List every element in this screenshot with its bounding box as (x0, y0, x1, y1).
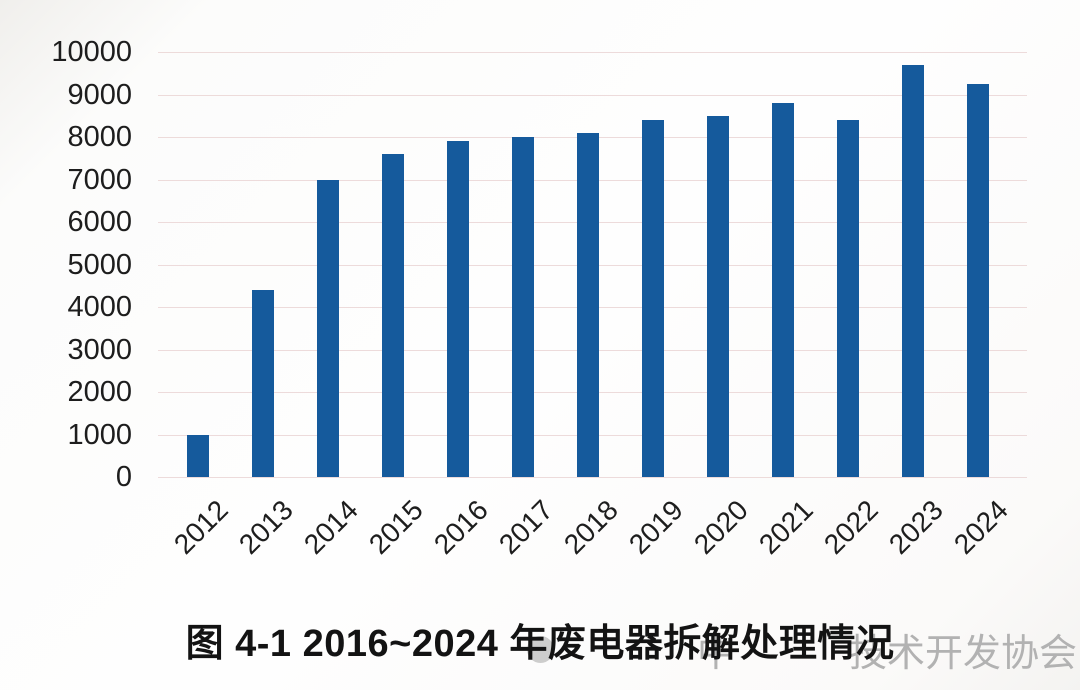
bar-2020 (707, 115, 729, 477)
bar-2012 (187, 434, 209, 477)
bar-2013 (252, 290, 274, 477)
bar-2014 (317, 179, 339, 477)
watermark-dot-icon (527, 636, 554, 663)
bar-2016 (447, 141, 469, 477)
y-axis-tick-label: 3000 (67, 333, 132, 366)
y-axis-tick-label: 1000 (67, 418, 132, 451)
figure-caption: 图 4-1 2016~2024 年废电器拆解处理情况 (185, 623, 895, 665)
x-axis-tick-label: 2020 (687, 494, 754, 560)
x-axis-tick-label: 2019 (622, 494, 689, 560)
x-axis-tick-label: 2014 (297, 494, 364, 560)
x-axis-tick-label: 2018 (557, 494, 624, 560)
x-axis-tick-label: 2023 (882, 494, 949, 560)
watermark-char: 协 (1001, 633, 1040, 675)
y-axis-tick-label: 2000 (67, 376, 132, 408)
y-axis-tick-label: 5000 (67, 248, 132, 281)
bar-2019 (642, 120, 664, 477)
bar-2018 (577, 132, 599, 477)
watermark-char: 发 (963, 633, 1002, 675)
y-axis-tick-label: 8000 (67, 121, 132, 153)
x-axis-tick-label: 2012 (167, 494, 234, 560)
gridline (158, 94, 1027, 96)
watermark-char: 会 (1039, 633, 1078, 675)
y-axis-tick-label: 7000 (67, 163, 132, 196)
bar-2021 (772, 103, 794, 477)
x-axis-tick-label: 2017 (492, 494, 559, 560)
bar-2015 (382, 154, 404, 477)
y-axis-tick-label: 10000 (51, 36, 132, 68)
bar-2023 (902, 64, 924, 477)
watermark-char: 开 (925, 633, 964, 675)
y-axis-tick-label: 9000 (67, 78, 132, 111)
bar-2017 (512, 137, 534, 477)
x-axis-tick-label: 2016 (427, 494, 494, 560)
watermark-char: 术 (887, 633, 926, 675)
x-axis-tick-label: 2024 (947, 494, 1014, 560)
y-axis-tick-label: 6000 (67, 206, 132, 238)
watermark-char: 中 (697, 633, 736, 675)
y-axis-tick-label: 4000 (67, 291, 132, 323)
gridline (158, 477, 1027, 478)
y-axis-tick-label: 0 (115, 461, 132, 493)
x-axis-tick-label: 2013 (232, 494, 299, 560)
gridline (158, 52, 1027, 53)
x-axis-tick-label: 2015 (362, 494, 429, 560)
x-axis-tick-label: 2021 (752, 494, 819, 560)
x-axis-tick-label: 2022 (817, 494, 884, 560)
bar-2022 (837, 120, 859, 477)
bar-2024 (967, 83, 989, 477)
watermark-char: 技 (849, 633, 888, 675)
